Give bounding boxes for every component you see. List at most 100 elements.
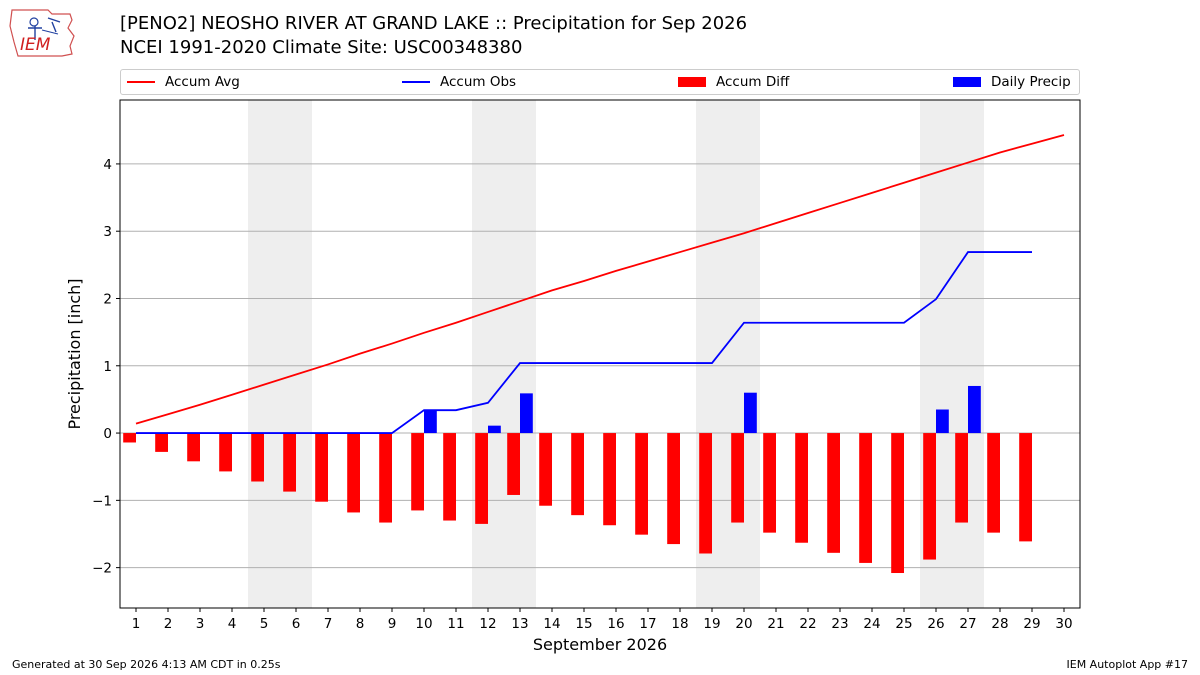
accum-diff-bar xyxy=(379,433,392,523)
accum-diff-bar xyxy=(987,433,1000,533)
logo-text: IEM xyxy=(20,35,51,55)
y-axis-label: Precipitation [inch] xyxy=(65,278,84,429)
ytick-label: 1 xyxy=(103,359,112,375)
weekend-band-1 xyxy=(472,100,536,608)
ytick-label: 2 xyxy=(103,291,112,307)
accum-diff-bar xyxy=(187,433,200,462)
ytick-label: −2 xyxy=(92,561,112,577)
xtick-label: 5 xyxy=(260,616,269,632)
accum-diff-bar xyxy=(923,433,936,560)
xtick-label: 21 xyxy=(767,616,784,632)
iem-logo: IEM xyxy=(9,9,75,57)
accum-diff-bar xyxy=(859,433,872,563)
accum-diff-bar xyxy=(891,433,904,574)
xtick-label: 7 xyxy=(324,616,333,632)
accum-diff-bar xyxy=(219,433,232,472)
xtick-label: 10 xyxy=(415,616,432,632)
xtick-label: 9 xyxy=(388,616,397,632)
lines xyxy=(135,134,1065,434)
xtick-label: 2 xyxy=(164,616,173,632)
accum-diff-bar xyxy=(795,433,808,543)
xtick-label: 28 xyxy=(991,616,1008,632)
xtick-label: 6 xyxy=(292,616,301,632)
accum-diff-bar xyxy=(155,433,168,452)
xtick-label: 25 xyxy=(895,616,912,632)
xtick-label: 27 xyxy=(959,616,976,632)
accum-diff-bar xyxy=(699,433,712,554)
daily-precip-bar xyxy=(968,385,981,434)
legend: Accum Avg Accum Obs Accum Diff Daily Pre… xyxy=(120,69,1080,95)
accum-diff-bar xyxy=(1019,433,1032,542)
xtick-label: 17 xyxy=(639,616,656,632)
xtick-label: 13 xyxy=(511,616,528,632)
legend-swatch-daily-precip xyxy=(953,77,981,87)
weekend-band-0 xyxy=(248,100,312,608)
accum-diff-bar xyxy=(475,433,488,524)
accum-diff-bar xyxy=(123,433,136,443)
accum-diff-bar xyxy=(507,433,520,495)
xtick-label: 24 xyxy=(863,616,880,632)
xtick-label: 15 xyxy=(575,616,592,632)
legend-item-daily-precip: Daily Precip xyxy=(953,70,1071,94)
accum-diff-bar xyxy=(347,433,360,513)
xtick-label: 20 xyxy=(735,616,752,632)
legend-item-accum-obs: Accum Obs xyxy=(402,70,516,94)
xtick-label: 22 xyxy=(799,616,816,632)
xtick-label: 30 xyxy=(1055,616,1072,632)
bars xyxy=(123,385,1032,574)
accum-diff-bar xyxy=(539,433,552,506)
legend-item-accum-diff: Accum Diff xyxy=(678,70,789,94)
accum-diff-bar xyxy=(315,433,328,502)
plot-frame xyxy=(119,99,1081,609)
xtick-label: 23 xyxy=(831,616,848,632)
accum-diff-bar xyxy=(955,433,968,523)
footer-app: IEM Autoplot App #17 xyxy=(1066,658,1189,671)
xtick-label: 14 xyxy=(543,616,560,632)
accum-diff-bar xyxy=(635,433,648,535)
daily-precip-bar xyxy=(936,409,949,434)
legend-swatch-accum-obs xyxy=(402,81,430,83)
legend-item-accum-avg: Accum Avg xyxy=(127,70,240,94)
legend-label-accum-avg: Accum Avg xyxy=(165,74,240,90)
daily-precip-bar xyxy=(424,410,437,434)
accum-diff-bar xyxy=(411,433,424,511)
accum-diff-bar xyxy=(827,433,840,553)
xtick-label: 3 xyxy=(196,616,205,632)
chart-subtitle: NCEI 1991-2020 Climate Site: USC00348380 xyxy=(120,37,523,58)
ytick-label: −1 xyxy=(92,493,112,509)
daily-precip-bar xyxy=(520,393,533,434)
accum-diff-bar xyxy=(571,433,584,516)
accum-avg-line xyxy=(135,134,1065,425)
legend-label-accum-diff: Accum Diff xyxy=(716,74,790,90)
xtick-label: 11 xyxy=(447,616,464,632)
ytick-label: 4 xyxy=(103,157,112,173)
accum-diff-bar xyxy=(763,433,776,533)
xtick-label: 19 xyxy=(703,616,720,632)
legend-label-daily-precip: Daily Precip xyxy=(991,74,1071,90)
chart-title: [PENO2] NEOSHO RIVER AT GRAND LAKE :: Pr… xyxy=(120,13,748,34)
accum-diff-bar xyxy=(283,433,296,492)
ytick-label: 0 xyxy=(103,426,112,442)
xtick-label: 29 xyxy=(1023,616,1040,632)
ytick-label: 3 xyxy=(103,224,112,240)
footer-generated: Generated at 30 Sep 2026 4:13 AM CDT in … xyxy=(12,658,281,671)
accum-diff-bar xyxy=(731,433,744,523)
xtick-label: 26 xyxy=(927,616,944,632)
x-axis-label: September 2026 xyxy=(533,635,667,654)
accum-diff-bar xyxy=(603,433,616,526)
xtick-label: 8 xyxy=(356,616,365,632)
legend-label-accum-obs: Accum Obs xyxy=(440,74,517,90)
xtick-label: 1 xyxy=(132,616,141,632)
accum-diff-bar xyxy=(443,433,456,521)
legend-swatch-accum-diff xyxy=(678,77,706,87)
xtick-label: 18 xyxy=(671,616,688,632)
xtick-label: 4 xyxy=(228,616,237,632)
xtick-label: 12 xyxy=(479,616,496,632)
xtick-label: 16 xyxy=(607,616,624,632)
legend-swatch-accum-avg xyxy=(127,81,155,83)
accum-diff-bar xyxy=(251,433,264,482)
accum-diff-bar xyxy=(667,433,680,545)
accum-obs-line xyxy=(136,251,1032,434)
